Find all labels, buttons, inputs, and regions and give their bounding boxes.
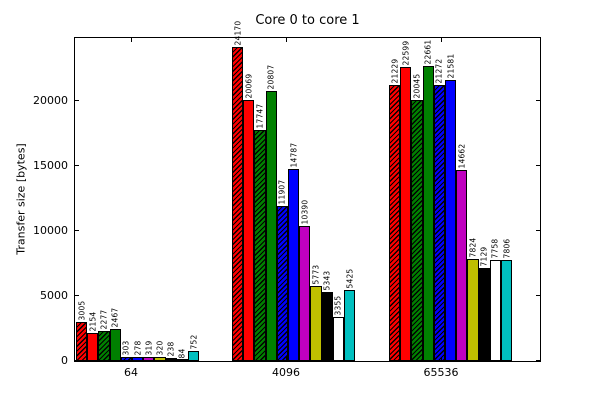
bar-green-hatched-4096	[254, 130, 266, 361]
bar-value-label: 7758	[490, 238, 500, 258]
bar-value-label: 2154	[88, 311, 98, 331]
bar-value-label: 2277	[99, 309, 109, 329]
bar-green-65536	[422, 66, 434, 361]
bar-value-label: 752	[189, 334, 199, 349]
bar-green-hatched-65536	[411, 100, 423, 361]
x-tick-label: 64	[124, 366, 138, 379]
y-tick-mark	[536, 100, 540, 102]
x-tick-label: 4096	[272, 366, 300, 379]
x-tick-mark	[286, 38, 287, 42]
bar-value-label: 21272	[434, 58, 444, 83]
bar-cyan-65536	[501, 260, 513, 361]
bar-value-label: 20045	[412, 73, 422, 98]
bar-blue-hatched-65536	[433, 85, 445, 361]
y-tick-label: 5000	[40, 289, 68, 302]
bar-value-label: 5773	[311, 264, 321, 284]
bar-value-label: 3355	[333, 295, 343, 315]
y-tick-mark	[75, 295, 79, 296]
y-tick-label: 20000	[33, 94, 68, 108]
y-tick-label: 0	[61, 354, 68, 367]
bar-red-65536	[400, 67, 412, 361]
bar-value-label: 2467	[110, 307, 120, 327]
bar-value-label: 278	[133, 340, 143, 355]
bar-yellow-4096	[310, 286, 322, 361]
y-tick-mark	[536, 295, 540, 296]
bar-value-label: 21581	[446, 53, 456, 78]
chart-title: Core 0 to core 1	[255, 13, 360, 28]
bar-red-hatched-65536	[389, 85, 401, 361]
x-tick-mark	[441, 38, 442, 42]
bar-yellow-64	[154, 357, 166, 361]
plot-area: 3005 2154 2277 2467 303 278 319 320 238 84 752 2417…	[74, 20, 541, 362]
bar-black-64	[165, 358, 177, 361]
bar-value-label: 11907	[277, 179, 287, 204]
bar-blue-64	[132, 357, 144, 361]
bar-blue-hatched-4096	[276, 206, 288, 361]
x-tick-mark	[131, 38, 132, 42]
y-tick-mark	[536, 360, 540, 361]
bar-green-hatched-64	[98, 331, 110, 361]
x-tick-mark	[131, 357, 132, 361]
y-tick-mark	[75, 360, 79, 361]
bar-value-label: 24170	[233, 20, 243, 45]
bar-value-label: 320	[155, 340, 165, 355]
bar-cyan-4096	[344, 290, 356, 361]
bar-value-label: 3005	[77, 300, 87, 320]
y-tick-mark	[536, 230, 540, 232]
bar-value-label: 22661	[423, 39, 433, 64]
bar-value-label: 20069	[244, 73, 254, 98]
bar-magenta-65536	[456, 170, 468, 361]
bar-red-4096	[243, 100, 255, 361]
y-tick-mark	[75, 230, 79, 232]
bar-white-4096	[332, 317, 344, 361]
bar-black-4096	[321, 292, 333, 361]
bar-value-label: 5425	[345, 268, 355, 288]
y-tick-mark	[75, 165, 79, 167]
bar-value-label: 14787	[289, 142, 299, 167]
y-tick-mark	[536, 165, 540, 167]
bar-value-label: 7806	[502, 238, 512, 258]
bar-value-label: 5343	[322, 270, 332, 290]
bar-value-label: 20807	[266, 64, 276, 89]
bar-value-label: 303	[121, 340, 131, 355]
bar-white-65536	[489, 260, 501, 361]
bar-value-label: 14662	[457, 143, 467, 168]
bar-cyan-64	[188, 351, 200, 361]
x-tick-mark	[286, 357, 287, 361]
bar-yellow-65536	[467, 259, 479, 361]
bar-blue-4096	[288, 169, 300, 361]
bar-red-hatched-4096	[232, 47, 244, 361]
bar-value-label: 7824	[468, 237, 478, 257]
bar-blue-65536	[445, 80, 457, 361]
bar-value-label: 84	[177, 348, 187, 358]
bar-black-65536	[478, 268, 490, 361]
bar-value-label: 21229	[390, 58, 400, 83]
x-tick-label: 65536	[423, 366, 459, 379]
bar-value-label: 17747	[255, 103, 265, 128]
bar-value-label: 7129	[479, 246, 489, 266]
x-tick-mark	[441, 357, 442, 361]
bar-red-64	[87, 333, 99, 361]
bar-value-label: 10390	[300, 199, 310, 224]
bar-value-label: 319	[144, 340, 154, 355]
bar-green-4096	[265, 91, 277, 361]
y-tick-label: 10000	[33, 224, 68, 238]
bar-red-hatched-64	[76, 322, 88, 361]
bar-green-64	[109, 329, 121, 361]
bar-white-64	[176, 359, 188, 361]
bar-value-label: 22599	[401, 40, 411, 65]
y-tick-mark	[75, 100, 79, 102]
bar-value-label: 238	[166, 341, 176, 356]
bar-magenta-4096	[299, 226, 311, 361]
y-tick-label: 15000	[33, 159, 68, 173]
bar-magenta-64	[143, 357, 155, 361]
